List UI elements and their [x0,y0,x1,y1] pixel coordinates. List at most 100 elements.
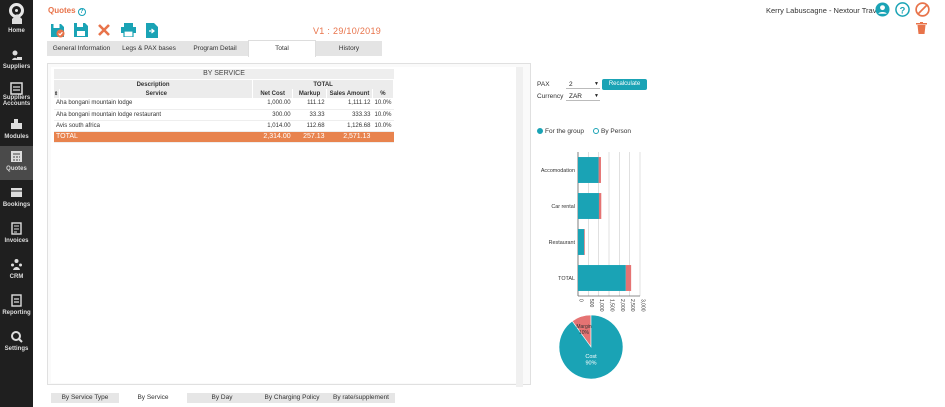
btab-by-day[interactable]: By Day [187,393,257,403]
page-title: Quotes? [48,6,86,16]
markup-cell: 111.12 [292,98,327,110]
category-label: TOTAL [558,276,575,282]
user-icon[interactable] [875,2,890,17]
percent-cell: 10.0% [372,109,394,121]
settings-icon [11,331,23,343]
btab-by-service-type[interactable]: By Service Type [51,393,119,403]
sidebar-item-bookings[interactable]: Bookings [0,182,33,216]
column-header-percent[interactable]: % [372,89,395,98]
column-header-net-cost[interactable]: Net Cost [252,89,294,98]
bar-markup [598,193,602,219]
category-label: Restaurant [549,240,576,246]
x-tick-label: 1,000 [598,299,604,312]
bar-markup [598,157,601,183]
table-row[interactable]: Aha bongani mountain lodge 1,000.00 111.12… [54,98,394,110]
percent-cell: 10.0% [372,98,394,110]
sidebar-item-label: Home [8,28,25,34]
export-document-icon[interactable] [146,23,158,38]
sort-icon[interactable]: ⇕ [54,89,61,98]
pie-value-cost: 90% [585,361,596,367]
version-label: V1 : 29/10/2019 [313,26,382,36]
service-panel-content: BY SERVICE Description TOTAL ⇕ Service N… [51,67,523,387]
pie-value-margin: 10% [579,330,590,336]
table-row[interactable]: Avis south africa 1,014.00 112.68 1,126.68 1… [54,120,394,132]
pie-label-cost: Cost [585,354,597,360]
section-title: BY SERVICE [54,69,394,79]
currency-label: Currency [537,93,564,100]
table-row[interactable]: Aha bongani mountain lodge restaurant 300… [54,109,394,121]
service-table: Description TOTAL ⇕ Service Net Cost Mar… [54,80,395,143]
sidebar-item-suppliers[interactable]: Suppliers [0,44,33,78]
sidebar-item-home[interactable]: Home [0,8,33,42]
sidebar-item-label: Suppliers [2,64,31,70]
x-tick-label: 1,500 [609,299,615,312]
print-icon[interactable] [121,23,136,37]
trash-icon[interactable] [916,22,927,34]
tab-total[interactable]: Total [248,40,316,57]
cancel-icon[interactable] [915,2,930,17]
calculator-icon [11,151,22,162]
sidebar-item-suppliers-accounts[interactable]: Suppliers Accounts [0,78,33,108]
radio-by-person[interactable]: By Person [593,128,631,135]
btab-by-service[interactable]: By Service [119,393,187,403]
pie-slice-cost [558,314,624,380]
sidebar-item-crm[interactable]: CRM [0,254,33,288]
sidebar-item-invoices[interactable]: Invoices [0,218,33,252]
accounts-icon [10,82,23,95]
help-small-icon[interactable]: ? [77,8,86,16]
total-percent-cell [372,131,394,143]
bar-net-cost [578,193,599,219]
sidebar-item-modules[interactable]: Modules [0,114,33,148]
bar-net-cost [578,229,585,255]
vertical-scrollbar[interactable] [516,67,523,387]
close-icon[interactable] [98,24,110,36]
tab-legs-pax[interactable]: Legs & PAX bases [116,41,182,56]
service-cell: Avis south africa [54,120,253,132]
column-header-sales-amount[interactable]: Sales Amount [326,89,373,98]
bar-markup [625,265,632,291]
x-tick-label: 0 [578,299,584,302]
description-group-header: Description [54,80,254,89]
save-icon[interactable] [74,23,88,37]
modules-icon [11,119,22,129]
sidebar-item-label: Modules [4,134,29,140]
markup-cell: 112.68 [292,120,327,132]
bar-net-cost [578,157,599,183]
radio-on-icon [537,128,543,134]
sidebar-item-label: Invoices [4,238,29,244]
sidebar-item-label: Reporting [2,310,31,316]
top-bar: Quotes? Kerry Labuscagne - Nextour Trave… [33,0,945,20]
sidebar-item-label: Bookings [2,202,31,208]
bar-net-cost [578,265,626,291]
bar-markup [584,229,585,255]
pie-label-margin: Margin [576,324,592,330]
service-panel: BY SERVICE Description TOTAL ⇕ Service N… [47,63,531,387]
sidebar-item-reporting[interactable]: Reporting [0,290,33,324]
save-confirm-icon[interactable] [50,23,65,38]
category-label: Accomodation [541,168,575,174]
sidebar-item-label: CRM [9,274,24,280]
tab-program-detail[interactable]: Program Detail [182,41,248,56]
sidebar-item-settings[interactable]: Settings [0,326,33,360]
recalculate-button[interactable]: Recalculate [602,79,647,90]
pax-select[interactable]: 2 ▼ [566,80,600,89]
btab-by-charging-policy[interactable]: By Charging Policy [257,393,327,403]
total-net-cost-cell: 2,314.00 [252,131,293,143]
home-icon [12,14,22,24]
supplier-icon [12,50,22,60]
reporting-icon [11,294,22,307]
net-cost-cell: 1,014.00 [252,120,293,132]
cost-bar-chart: 0 500 1,000 1,500 2,000 2,500 3,000 Accomodatio… [541,152,646,312]
radio-for-group[interactable]: For the group [537,128,584,135]
sidebar-item-label: Suppliers Accounts [2,95,31,107]
svg-text:?: ? [900,5,906,15]
tab-history[interactable]: History [316,41,382,56]
column-header-service[interactable]: Service [59,89,254,98]
help-icon[interactable]: ? [895,2,910,17]
sidebar-item-quotes[interactable]: Quotes [0,146,33,180]
tab-general-information[interactable]: General Information [47,41,116,56]
btab-by-rate-supplement[interactable]: By rate/supplement [327,393,395,403]
column-header-markup[interactable]: Markup [292,89,328,98]
currency-select[interactable]: ZAR ▼ [566,92,600,101]
